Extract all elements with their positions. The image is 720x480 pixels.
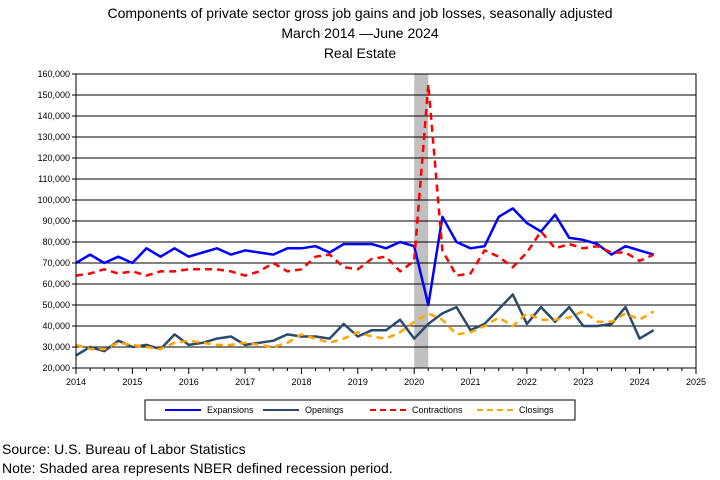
x-tick-label: 2018 xyxy=(291,377,311,387)
y-tick-label: 90,000 xyxy=(42,216,70,226)
x-tick-label: 2016 xyxy=(179,377,199,387)
chart-title: Components of private sector gross job g… xyxy=(107,5,613,21)
chart-subtitle-period: March 2014 —June 2024 xyxy=(281,25,439,41)
y-tick-label: 80,000 xyxy=(42,237,70,247)
series-line-contractions xyxy=(75,83,655,277)
x-tick-label: 2021 xyxy=(461,377,481,387)
y-tick-label: 150,000 xyxy=(37,90,70,100)
y-tick-label: 20,000 xyxy=(42,363,70,373)
legend-label-closings: Closings xyxy=(519,405,554,415)
y-tick-label: 60,000 xyxy=(42,279,70,289)
y-tick-label: 30,000 xyxy=(42,342,70,352)
legend-label-openings: Openings xyxy=(305,405,344,415)
y-tick-label: 70,000 xyxy=(42,258,70,268)
y-tick-label: 110,000 xyxy=(38,174,70,184)
series-line-closings xyxy=(75,310,655,351)
y-tick-label: 140,000 xyxy=(37,111,70,121)
chart-subtitle-industry: Real Estate xyxy=(323,45,397,61)
legend-box xyxy=(144,399,576,421)
x-tick-label: 2020 xyxy=(404,377,424,387)
x-tick-label: 2014 xyxy=(66,377,86,387)
x-tick-label: 2019 xyxy=(348,377,368,387)
x-tick-label: 2025 xyxy=(686,377,706,387)
legend-label-expansions: Expansions xyxy=(207,405,254,415)
source-note: Source: U.S. Bureau of Labor Statistics xyxy=(2,441,246,457)
series-line-openings xyxy=(75,293,655,357)
x-tick-label: 2024 xyxy=(630,377,650,387)
x-tick-label: 2017 xyxy=(235,377,255,387)
plot-frame xyxy=(75,73,697,369)
series-line-expansions xyxy=(75,207,655,307)
y-tick-label: 100,000 xyxy=(37,195,70,205)
y-tick-label: 120,000 xyxy=(37,153,70,163)
y-tick-label: 130,000 xyxy=(37,132,70,142)
legend-label-contractions: Contractions xyxy=(412,405,463,415)
x-tick-label: 2023 xyxy=(573,377,593,387)
y-tick-label: 160,000 xyxy=(37,69,70,79)
y-tick-label: 40,000 xyxy=(42,321,70,331)
x-tick-label: 2015 xyxy=(122,377,142,387)
recession-note: Note: Shaded area represents NBER define… xyxy=(2,460,393,476)
y-tick-label: 50,000 xyxy=(42,300,70,310)
x-tick-label: 2022 xyxy=(517,377,537,387)
